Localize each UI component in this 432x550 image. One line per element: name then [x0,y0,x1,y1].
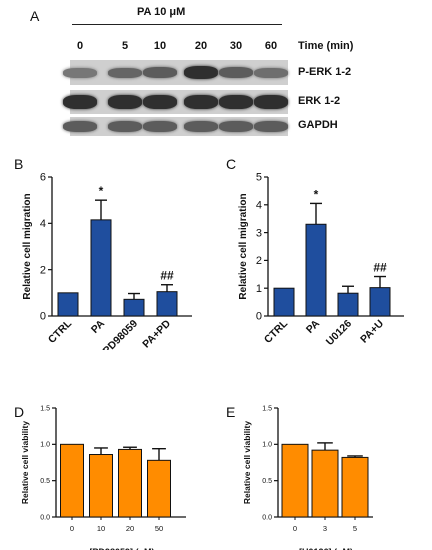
bar [341,456,369,518]
time-point-60: 60 [264,40,278,52]
bar [118,448,142,518]
y-tick-label: 1.0 [40,442,50,449]
y-tick-label: 0.5 [40,478,50,485]
y-tick-label: 0.0 [40,514,50,521]
y-axis-label: Relative cell viability [242,421,252,504]
significance-mark: ## [373,261,387,275]
category-label: 0 [70,524,74,533]
blot-band [219,95,253,109]
blot-band [143,67,177,78]
time-point-5: 5 [121,40,129,52]
bar [147,459,171,518]
y-tick-label: 2 [40,264,46,276]
y-tick-label: 2 [256,255,262,267]
time-point-0: 0 [76,40,84,52]
blot-band [254,95,288,109]
category-label: CTRL [46,317,75,346]
blot-label-p-erk: P-ERK 1-2 [298,66,352,78]
category-label: 0 [293,524,297,533]
chart-e-viability: 0.0 0.5 1.0 1.5 Relative cell viability 0 3 5 [U… [242,405,373,550]
bar [89,454,113,518]
y-tick-label: 1.0 [262,442,272,449]
bar [281,443,309,518]
bar [369,287,391,317]
chart-c-migration: 0 1 2 3 4 5 Relative cell migration CTRL * PA U012… [238,172,404,348]
blot-label-erk: ERK 1-2 [298,95,341,107]
y-tick-label: 5 [256,172,262,184]
y-tick-label: 1.5 [262,405,272,412]
panel-a-letter: A [30,8,40,24]
x-axis-label: [PD98059] (μM) [89,547,154,550]
bar [57,292,79,317]
y-tick-label: 1.5 [40,405,50,412]
chart-d-viability: 0.0 0.5 1.0 1.5 Relative cell viability 0 10 20… [20,405,186,550]
bar [90,219,112,317]
y-tick-label: 4 [256,199,262,211]
panel-b-letter: B [14,156,24,172]
bar [273,287,295,317]
blot-band [254,67,288,78]
significance-mark: * [99,184,104,198]
category-label: PA [304,317,323,336]
time-point-20: 20 [194,40,208,52]
blot-band [219,67,253,78]
bar [123,298,145,317]
blot-band [184,95,218,109]
blot-band [63,95,97,109]
blot-band [108,67,142,78]
y-tick-label: 0.5 [262,478,272,485]
time-point-10: 10 [153,40,167,52]
panel-e-letter: E [226,404,236,420]
category-label: 3 [323,524,327,533]
category-label: U0126 [324,318,354,348]
bar [60,443,84,518]
time-axis-label: Time (min) [298,40,354,52]
category-label: CTRL [262,317,291,346]
panel-d-letter: D [14,404,25,420]
x-axis-label: [U0126] (μM) [299,547,353,550]
chart-b-migration: 0 2 4 6 Relative cell migration CTRL * PAPD9805… [22,172,192,350]
y-tick-label: 4 [40,218,46,230]
category-label: PA+U [358,318,386,346]
category-label: PD98059 [101,318,141,350]
blot-band [184,66,218,79]
category-label: 5 [353,524,357,533]
bar [305,223,327,317]
time-point-30: 30 [229,40,243,52]
category-label: PA [89,317,108,336]
y-tick-label: 6 [40,172,46,184]
y-tick-label: 0.0 [262,514,272,521]
blot-band [184,121,218,132]
blot-band [108,121,142,132]
bar [337,292,359,317]
category-label: 10 [97,524,105,533]
blot-band [143,95,177,109]
y-axis-label: Relative cell migration [22,193,33,299]
y-tick-label: 0 [256,311,262,323]
blot-band [219,121,253,132]
category-label: 20 [126,524,134,533]
bar [311,449,339,518]
y-tick-label: 1 [256,283,262,295]
y-axis-label: Relative cell viability [20,421,30,504]
significance-mark: ## [160,269,174,283]
blot-label-gapdh: GAPDH [298,119,338,131]
y-axis-label: Relative cell migration [238,193,249,299]
panel-c-letter: C [226,156,237,172]
blot-band [63,121,97,132]
category-label: PA+PD [140,317,173,350]
y-tick-label: 0 [40,311,46,323]
y-tick-label: 3 [256,227,262,239]
blot-band [254,121,288,132]
blot-band [143,121,177,132]
blot-band [63,67,97,78]
bar [156,291,178,317]
significance-mark: * [314,187,319,201]
treatment-label: PA 10 μM [137,6,186,18]
treatment-line [72,24,282,25]
category-label: 50 [155,524,163,533]
blot-band [108,95,142,109]
